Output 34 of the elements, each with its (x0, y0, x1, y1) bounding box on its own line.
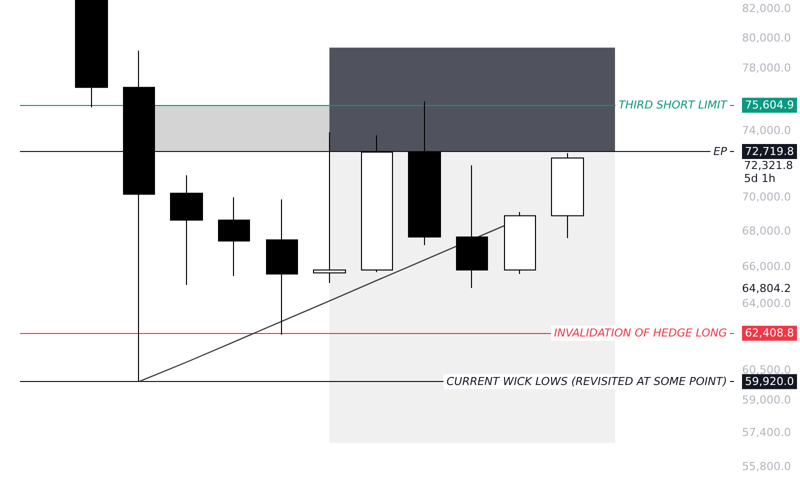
y-tick-label: 75,604.9 (745, 98, 794, 112)
y-tick-label: 70,000.0 (742, 190, 791, 204)
y-tick-label: 66,000.0 (742, 260, 791, 274)
candlestick (361, 134, 393, 273)
y-tick-label: 64,804.2 (742, 282, 791, 295)
candlestick (170, 174, 203, 286)
y-tick-label: 64,000.0 (742, 296, 791, 310)
candlestick (75, 0, 108, 108)
candlestick (123, 50, 155, 382)
y-tick-label: 57,400.0 (742, 426, 791, 440)
y-tick-label: 62,408.8 (745, 326, 794, 340)
ref-line-label: THIRD SHORT LIMIT (618, 98, 728, 112)
text: 72,321.8 (744, 159, 793, 172)
y-tick-label: 59,000.0 (742, 394, 791, 407)
y-tick-label: 82,000.0 (742, 2, 791, 16)
candlestick (504, 211, 536, 274)
ref-line-label: INVALIDATION OF HEDGE LONG (554, 326, 728, 340)
candlestick (551, 152, 584, 239)
y-tick-label: 80,000.0 (742, 32, 791, 45)
text: 5d 1h (744, 172, 776, 185)
candlestick (456, 164, 488, 288)
y-tick-label: 59,920.0 (745, 375, 794, 388)
candlestick (218, 196, 250, 276)
candlestick (313, 132, 346, 284)
y-tick-label: 55,800.0 (742, 460, 791, 473)
y-tick-label: 78,000.0 (742, 62, 791, 75)
y-tick-label: 68,000.0 (742, 224, 791, 238)
y-tick-label: 74,000.0 (742, 124, 791, 138)
ref-line-label: EP (713, 144, 728, 158)
ref-line-label: CURRENT WICK LOWS (REVISITED AT SOME POINT) (446, 375, 728, 388)
candlestick (266, 198, 298, 336)
candlestick (408, 100, 441, 246)
y-tick-label: 60,500.0 (742, 364, 791, 377)
y-tick-label: 72,719.8 (745, 144, 794, 158)
